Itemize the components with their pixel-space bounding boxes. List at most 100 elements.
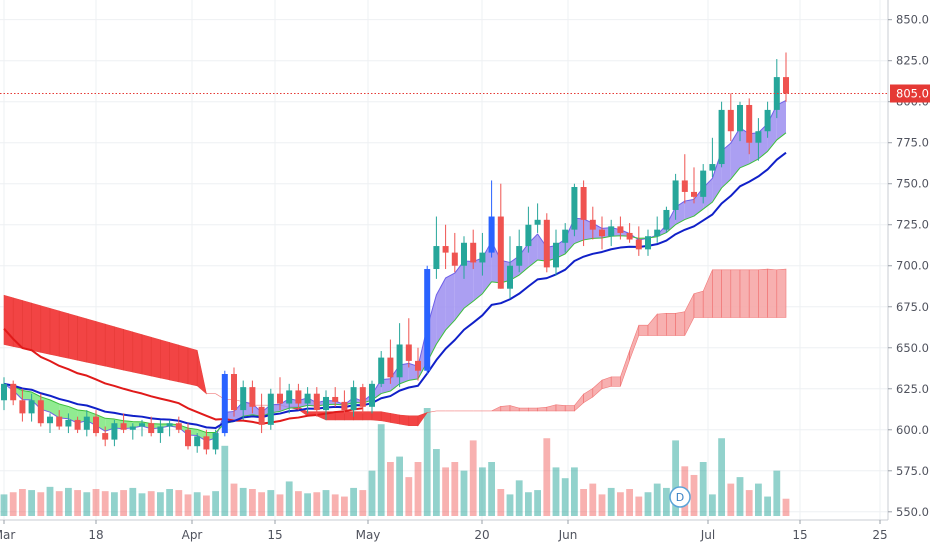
candle-body <box>295 390 302 404</box>
candle-body <box>626 232 633 240</box>
candle-body <box>543 219 550 268</box>
candle-body <box>645 236 651 250</box>
volume-bar <box>387 462 394 516</box>
candle-body <box>737 104 743 132</box>
last-price-badge <box>890 84 930 103</box>
volume-bar <box>138 493 146 516</box>
cloud-segment <box>500 405 511 412</box>
volume-bar <box>9 492 17 516</box>
ribbon-segment <box>68 406 78 424</box>
volume-bar <box>313 492 321 516</box>
axes: 550.0 575.0 600.0 625.0 650.0 675.0 700.0 725.0… <box>0 0 930 542</box>
volume-bar <box>644 492 652 516</box>
candle-body <box>221 374 228 434</box>
volume-bar <box>405 477 413 516</box>
volume-bar <box>589 483 597 516</box>
volume-bar <box>773 470 781 516</box>
y-tick-label: 850.0 <box>896 13 929 27</box>
y-tick-label: 825.0 <box>896 54 929 68</box>
volume-bar <box>166 489 173 516</box>
cloud-segment <box>390 413 400 425</box>
ribbon-segment <box>59 403 69 419</box>
candle-body <box>286 390 293 404</box>
cloud-segment <box>537 406 548 412</box>
candle-body <box>341 401 348 411</box>
candle-body <box>589 219 596 230</box>
volume-bar <box>479 467 486 516</box>
candle-body <box>359 387 366 407</box>
ma-red-line <box>3 328 363 425</box>
event-marker-circle <box>669 486 691 508</box>
ribbon-segment <box>445 273 455 331</box>
volume-bar <box>543 438 551 516</box>
volume-bar <box>239 487 247 516</box>
volume-bar <box>147 491 155 516</box>
y-tick-label: 575.0 <box>896 464 929 478</box>
candle-body <box>718 109 725 165</box>
candle-body <box>212 433 219 450</box>
volume-bar <box>322 490 330 516</box>
volume-bar <box>488 462 495 516</box>
cloud-segment <box>187 347 198 387</box>
volume-bar <box>221 445 229 516</box>
volume-bar <box>120 490 127 516</box>
volume-bar <box>423 408 431 516</box>
ribbon-segment <box>684 199 694 220</box>
candle-body <box>525 224 532 247</box>
y-tick-label: 675.0 <box>896 300 929 314</box>
candle-body <box>93 416 99 434</box>
candle-body <box>571 187 578 230</box>
cloud-segment <box>693 290 704 318</box>
cloud-segment <box>40 305 51 355</box>
volume-bar <box>755 483 762 516</box>
y-tick-label: 625.0 <box>896 382 929 396</box>
candle-body <box>681 180 688 192</box>
candle-body <box>148 423 155 434</box>
cloud-segment <box>638 324 649 336</box>
volume-bar <box>626 489 633 516</box>
candle-body <box>102 433 109 440</box>
volume-bar <box>19 489 26 516</box>
x-tick-label: 15 <box>792 528 807 542</box>
candle-body <box>304 393 311 404</box>
volume-bar <box>46 486 54 516</box>
cloud-segment <box>776 268 787 318</box>
ribbon-segment <box>519 243 529 276</box>
candle-body <box>608 226 615 237</box>
volume-bar <box>515 480 523 516</box>
candle-body <box>10 383 17 401</box>
ribbon-segment <box>473 257 483 302</box>
candle-body <box>332 396 339 402</box>
cloud-segment <box>169 342 180 383</box>
volume-bar <box>0 494 8 516</box>
volume-bar <box>258 492 265 516</box>
candle-body <box>700 170 707 197</box>
x-tick-label: May <box>356 528 381 542</box>
cloud-segment <box>353 411 364 421</box>
cloud-segment <box>77 315 88 363</box>
candle-body <box>783 77 789 94</box>
candle-body <box>83 416 90 430</box>
candle-body <box>277 393 283 404</box>
cloud-segment <box>399 414 410 427</box>
candle-body <box>654 229 661 237</box>
candle-body <box>111 423 118 440</box>
volume-bar <box>230 483 238 516</box>
y-tick-label: 725.0 <box>896 218 929 232</box>
candle-body <box>185 429 191 447</box>
cloud-segment <box>739 269 750 318</box>
candle-body <box>65 419 72 427</box>
volume-bar <box>469 440 477 516</box>
candle-body <box>378 357 385 384</box>
candle-body <box>488 216 495 253</box>
candle-body <box>387 357 394 378</box>
candle-body <box>47 416 53 424</box>
event-marker-label: D <box>676 491 684 504</box>
candle-body <box>516 246 523 266</box>
last-price-line: D <box>0 93 888 508</box>
candle-body <box>323 396 329 411</box>
cloud-segment <box>31 302 42 353</box>
y-tick-label: 750.0 <box>896 177 929 191</box>
volume-bar <box>203 495 210 516</box>
